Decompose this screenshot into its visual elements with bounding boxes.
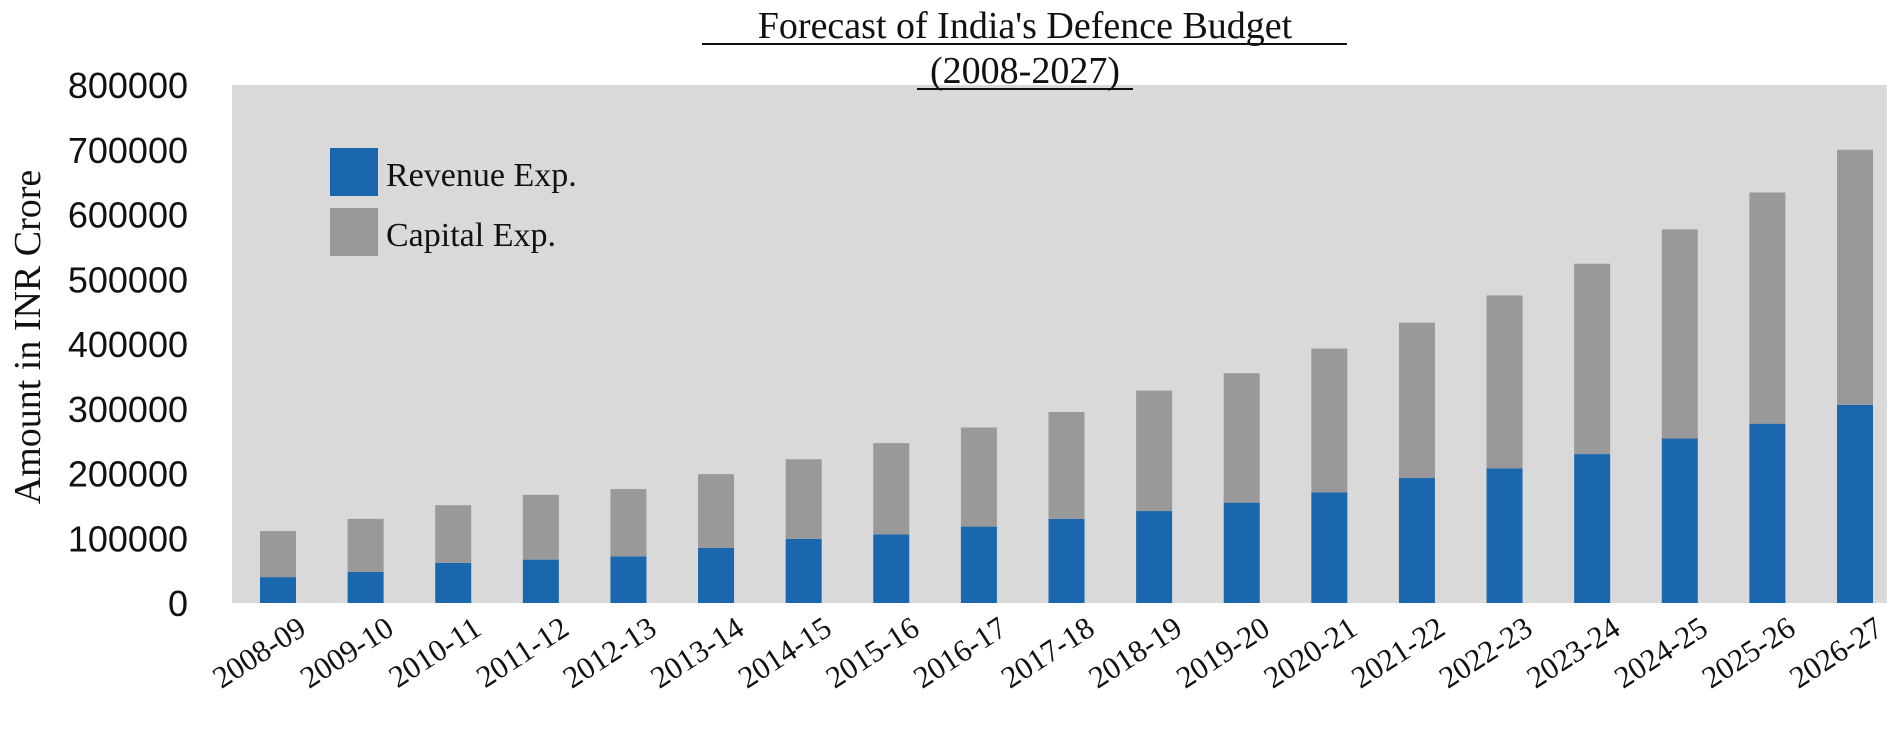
bar-capital bbox=[1136, 390, 1173, 512]
bar-capital bbox=[873, 443, 910, 535]
bar-capital bbox=[347, 518, 384, 572]
legend-label-capital: Capital Exp. bbox=[386, 217, 556, 254]
x-tick-label: 2009-10 bbox=[294, 610, 400, 696]
legend-swatch-revenue bbox=[330, 148, 378, 196]
bar-revenue bbox=[1048, 518, 1085, 603]
x-tick-label: 2018-19 bbox=[1082, 610, 1188, 696]
bar-revenue bbox=[785, 538, 822, 603]
bar-revenue bbox=[1398, 478, 1435, 603]
x-tick-label: 2014-15 bbox=[732, 610, 838, 696]
x-tick-label: 2023-24 bbox=[1520, 609, 1626, 695]
y-tick-label: 200000 bbox=[68, 454, 188, 495]
y-axis-label: Amount in INR Crore bbox=[7, 170, 49, 505]
y-tick-label: 100000 bbox=[68, 518, 188, 559]
bar-revenue bbox=[1311, 492, 1348, 603]
bar-revenue bbox=[435, 562, 472, 603]
bar-revenue bbox=[1837, 404, 1873, 603]
legend-swatch-capital bbox=[330, 208, 378, 256]
bar-capital bbox=[698, 474, 735, 548]
y-tick-label: 0 bbox=[168, 583, 188, 624]
bar-revenue bbox=[260, 577, 296, 603]
bar-revenue bbox=[522, 559, 559, 603]
x-tick-label: 2026-27 bbox=[1783, 610, 1889, 696]
bar-revenue bbox=[1223, 502, 1260, 603]
bar-revenue bbox=[1574, 454, 1611, 603]
bar-capital bbox=[1223, 373, 1260, 503]
bar-capital bbox=[785, 459, 822, 539]
x-tick-label: 2015-16 bbox=[819, 610, 925, 696]
bar-capital bbox=[1749, 192, 1786, 424]
bar-revenue bbox=[347, 571, 384, 603]
bar-revenue bbox=[1661, 438, 1698, 603]
bar-capital bbox=[1574, 263, 1611, 455]
x-tick-label: 2011-12 bbox=[470, 610, 575, 695]
x-ticks: 2008-092009-102010-112011-122012-132013-… bbox=[206, 609, 1889, 695]
bars-layer bbox=[260, 149, 1873, 603]
x-tick-label: 2008-09 bbox=[206, 610, 312, 696]
bar-revenue bbox=[960, 526, 997, 603]
bar-capital bbox=[435, 505, 472, 563]
bar-capital bbox=[1048, 411, 1085, 519]
bar-capital bbox=[1398, 322, 1435, 479]
chart-subtitle: (2008-2027) bbox=[930, 50, 1120, 92]
y-tick-label: 700000 bbox=[68, 130, 188, 171]
x-tick-label: 2016-17 bbox=[907, 610, 1013, 696]
x-tick-label: 2021-22 bbox=[1345, 610, 1451, 696]
bar-capital bbox=[1661, 229, 1698, 439]
y-tick-label: 300000 bbox=[68, 389, 188, 430]
bar-capital bbox=[1837, 149, 1873, 405]
bar-revenue bbox=[1486, 468, 1523, 603]
legend-label-revenue: Revenue Exp. bbox=[386, 157, 577, 194]
x-tick-label: 2010-11 bbox=[382, 610, 487, 695]
x-tick-label: 2013-14 bbox=[644, 609, 750, 695]
bar-capital bbox=[1486, 295, 1523, 469]
y-ticks: 0 100000 200000 300000 400000 500000 600000 700… bbox=[68, 65, 188, 624]
bar-revenue bbox=[610, 556, 647, 603]
bar-capital bbox=[610, 489, 647, 557]
bar-revenue bbox=[698, 547, 735, 603]
chart-title: Forecast of India's Defence Budget bbox=[758, 5, 1293, 47]
x-tick-label: 2020-21 bbox=[1257, 610, 1363, 696]
y-tick-label: 800000 bbox=[68, 65, 188, 106]
x-tick-label: 2012-13 bbox=[557, 610, 663, 696]
bar-revenue bbox=[1749, 423, 1786, 603]
bar-capital bbox=[522, 494, 559, 560]
x-tick-label: 2024-25 bbox=[1608, 610, 1714, 696]
bar-capital bbox=[1311, 348, 1348, 493]
x-tick-label: 2025-26 bbox=[1695, 610, 1801, 696]
x-tick-label: 2017-18 bbox=[995, 610, 1101, 696]
y-tick-label: 500000 bbox=[68, 259, 188, 300]
x-tick-label: 2019-20 bbox=[1170, 610, 1276, 696]
y-tick-label: 400000 bbox=[68, 324, 188, 365]
bar-capital bbox=[260, 531, 296, 578]
y-tick-label: 600000 bbox=[68, 195, 188, 236]
bar-revenue bbox=[873, 534, 910, 603]
bar-revenue bbox=[1136, 511, 1173, 603]
bar-capital bbox=[960, 427, 997, 527]
x-tick-label: 2022-23 bbox=[1433, 610, 1539, 696]
legend: Revenue Exp. Capital Exp. bbox=[330, 148, 577, 256]
